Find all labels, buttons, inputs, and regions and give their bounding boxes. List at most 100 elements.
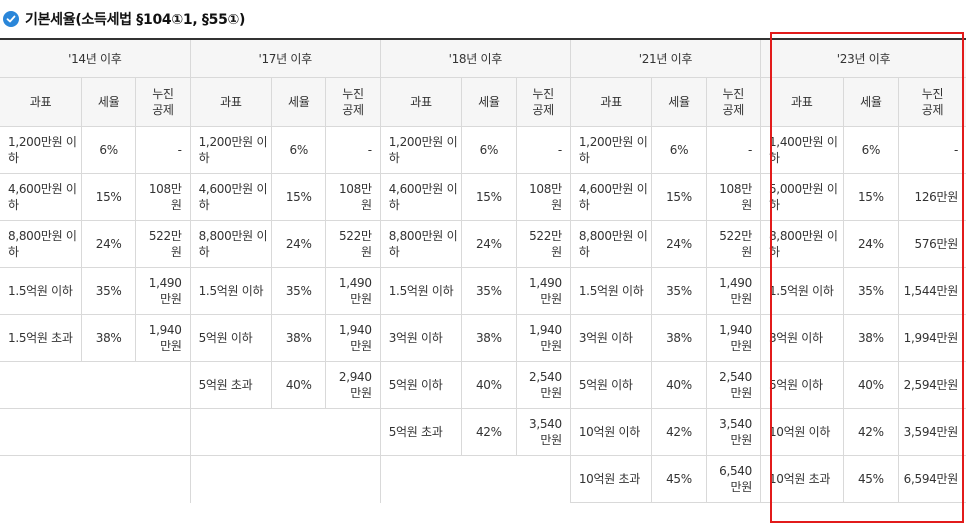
cell-deduction: - [705,126,761,174]
cell-rate: 24% [461,220,517,268]
cell-deduction: 576만원 [898,220,966,268]
header-rate: 세율 [651,77,707,127]
cell-rate: 38% [271,314,327,362]
cell-rate: 6% [80,126,137,174]
cell-deduction: 1,940만원 [705,314,761,362]
period-header: '18년 이후 [379,39,571,78]
cell-deduction: 522만원 [705,220,761,268]
cell-deduction: 3,594만원 [898,408,966,456]
cell-base: 8,800만원 이하 [759,220,844,268]
header-rate: 세율 [461,77,517,127]
cell-base: 1,200만원 이하 [569,126,653,174]
cell-base: 8,800만원 이하 [569,220,653,268]
cell-deduction: 522만원 [135,220,191,268]
header-deduction: 누진 공제 [898,77,966,127]
period-header: '17년 이후 [189,39,381,78]
cell-base: 1.5억원 이하 [0,267,82,315]
cell-base: 5억원 초과 [379,408,463,456]
cell-deduction: 108만원 [325,173,381,221]
cell-base: 4,600만원 이하 [0,173,82,221]
cell-base: 5억원 이하 [759,361,844,409]
cell-rate: 35% [842,267,900,315]
empty-cell [189,408,381,456]
cell-rate: 15% [80,173,137,221]
cell-base: 5억원 이하 [379,361,463,409]
empty-cell [0,408,191,456]
empty-cell [0,455,191,503]
cell-rate: 35% [651,267,707,315]
title-text: 기본세율(소득세법 §104①1, §55①) [25,12,246,28]
cell-rate: 24% [271,220,327,268]
cell-deduction: - [515,126,571,174]
cell-base: 4,600만원 이하 [569,173,653,221]
cell-base: 4,600만원 이하 [379,173,463,221]
cell-rate: 15% [842,173,900,221]
header-deduction: 누진 공제 [515,77,571,127]
cell-rate: 40% [461,361,517,409]
cell-base: 3억원 이하 [759,314,844,362]
cell-deduction: 3,540만원 [515,408,571,456]
cell-rate: 15% [271,173,327,221]
cell-base: 5억원 초과 [189,361,273,409]
cell-rate: 45% [651,455,707,503]
cell-deduction: 522만원 [515,220,571,268]
tax-rate-table: '14년 이후 '17년 이후 '18년 이후 '21년 이후 '23년 이후 과표 세율 누… [0,38,966,503]
cell-deduction: 1,994만원 [898,314,966,362]
cell-rate: 15% [651,173,707,221]
cell-base: 5억원 이하 [569,361,653,409]
cell-base: 1.5억원 이하 [569,267,653,315]
cell-rate: 42% [842,408,900,456]
cell-deduction: - [325,126,381,174]
cell-deduction: 1,490만원 [705,267,761,315]
cell-deduction: 1,490만원 [135,267,191,315]
cell-rate: 38% [651,314,707,362]
cell-deduction: 2,940만원 [325,361,381,409]
cell-rate: 6% [842,126,900,174]
cell-rate: 40% [271,361,327,409]
cell-deduction: 2,594만원 [898,361,966,409]
cell-base: 10억원 초과 [759,455,844,503]
header-base: 과표 [379,77,463,127]
header-base: 과표 [759,77,844,127]
cell-deduction: 2,540만원 [705,361,761,409]
empty-cell [379,455,571,503]
cell-base: 8,800만원 이하 [379,220,463,268]
cell-rate: 38% [842,314,900,362]
cell-base: 10억원 초과 [569,455,653,503]
section-title: 기본세율(소득세법 §104①1, §55①) [3,8,245,30]
table-row: 1.5억원 초과 38% 1,940만원 5억원 이하 38% 1,940만원 3억원 이하… [0,314,966,362]
cell-deduction: 2,540만원 [515,361,571,409]
header-rate: 세율 [842,77,900,127]
table-row: 10억원 초과 45% 6,540만원 10억원 초과 45% 6,594만원 [0,455,966,503]
header-base: 과표 [569,77,653,127]
cell-base: 5,000만원 이하 [759,173,844,221]
header-deduction: 누진 공제 [705,77,761,127]
table-row: 1.5억원 이하 35% 1,490만원 1.5억원 이하 35% 1,490만원 1.5억… [0,267,966,315]
cell-deduction: 1,940만원 [325,314,381,362]
period-header-row: '14년 이후 '17년 이후 '18년 이후 '21년 이후 '23년 이후 [0,39,966,78]
cell-deduction: 1,940만원 [515,314,571,362]
cell-base: 1,200만원 이하 [189,126,273,174]
empty-cell [189,455,381,503]
column-header-row: 과표 세율 누진 공제 과표 세율 누진 공제 과표 세율 누진 공제 과표 세율 누진 공제 과표 세율 누진 공제 [0,77,966,127]
cell-rate: 35% [80,267,137,315]
cell-rate: 24% [80,220,137,268]
header-rate: 세율 [271,77,327,127]
cell-base: 1,200만원 이하 [0,126,82,174]
table-row: 1,200만원 이하 6% -1,200만원 이하 6% -1,200만원 이하 6% -1… [0,126,966,174]
cell-rate: 38% [461,314,517,362]
cell-deduction: 108만원 [515,173,571,221]
cell-deduction: 6,594만원 [898,455,966,503]
cell-deduction: 1,940만원 [135,314,191,362]
cell-base: 3억원 이하 [379,314,463,362]
cell-deduction: - [135,126,191,174]
cell-deduction: 1,490만원 [325,267,381,315]
cell-rate: 35% [271,267,327,315]
header-deduction: 누진 공제 [135,77,191,127]
period-header: '21년 이후 [569,39,761,78]
cell-base: 1.5억원 이하 [379,267,463,315]
cell-base: 1.5억원 초과 [0,314,82,362]
cell-base: 1,400만원 이하 [759,126,844,174]
empty-cell [0,361,191,409]
cell-rate: 35% [461,267,517,315]
